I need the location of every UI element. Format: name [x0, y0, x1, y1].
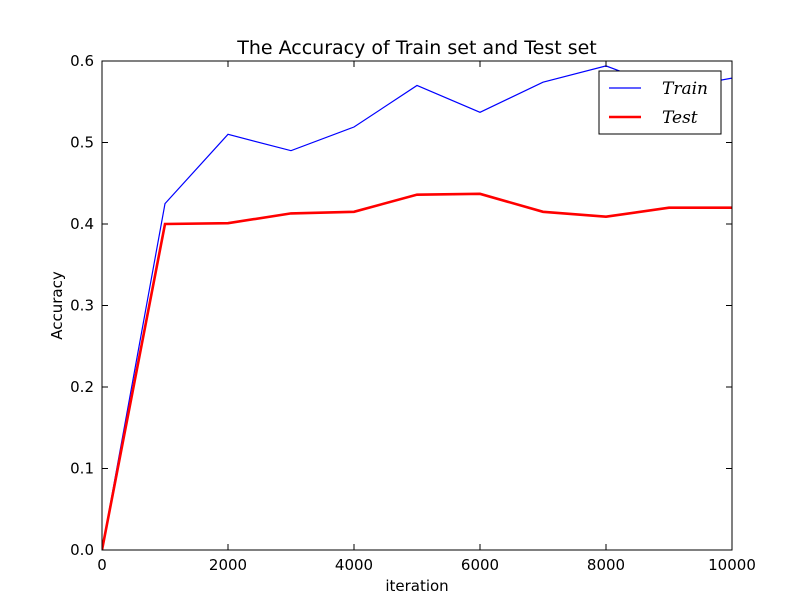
y-tick-label: 0.5 — [70, 134, 94, 152]
y-tick-label: 0.0 — [70, 541, 94, 559]
y-tick-label: 0.3 — [70, 297, 94, 315]
x-tick-label: 8000 — [587, 556, 625, 574]
legend-box — [598, 70, 722, 135]
x-axis-label: iteration — [385, 577, 448, 595]
legend-label-test: Test — [662, 108, 698, 128]
y-tick-label: 0.2 — [70, 378, 94, 396]
x-tick-label: 6000 — [461, 556, 499, 574]
plot-area — [102, 61, 732, 550]
chart-title: The Accuracy of Train set and Test set — [236, 37, 597, 59]
y-tick-label: 0.4 — [70, 215, 94, 233]
x-tick-label: 2000 — [209, 556, 247, 574]
y-tick-label: 0.6 — [70, 52, 94, 70]
x-tick-label: 0 — [97, 556, 107, 574]
x-tick-label: 10000 — [708, 556, 756, 574]
y-tick-label: 0.1 — [70, 460, 94, 478]
legend-label-train: Train — [662, 79, 708, 99]
series-line-test — [102, 192, 732, 550]
x-tick-label: 4000 — [335, 556, 373, 574]
y-axis-label: Accuracy — [48, 271, 66, 340]
